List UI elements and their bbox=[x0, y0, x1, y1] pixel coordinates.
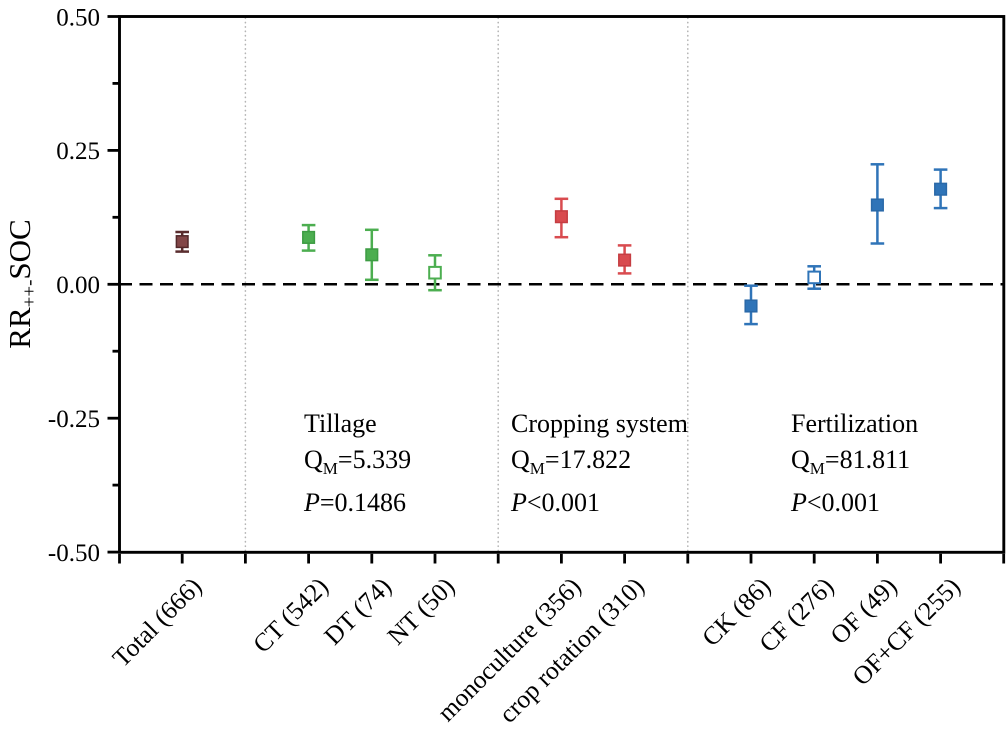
svg-text:0.25: 0.25 bbox=[56, 138, 100, 165]
svg-text:Fertilization: Fertilization bbox=[791, 409, 918, 438]
svg-text:-0.25: -0.25 bbox=[48, 406, 100, 433]
svg-text:P<0.001: P<0.001 bbox=[510, 488, 600, 517]
svg-text:0.00: 0.00 bbox=[56, 272, 100, 299]
svg-text:P=0.1486: P=0.1486 bbox=[303, 488, 406, 517]
svg-text:QM=5.339: QM=5.339 bbox=[304, 445, 411, 478]
svg-text:QM=17.822: QM=17.822 bbox=[511, 445, 631, 478]
svg-text:Total (666): Total (666) bbox=[107, 572, 208, 673]
svg-text:RR++-SOC: RR++-SOC bbox=[2, 219, 41, 348]
svg-text:QM=81.811: QM=81.811 bbox=[791, 445, 910, 478]
svg-text:P<0.001: P<0.001 bbox=[790, 488, 880, 517]
svg-text:Cropping system: Cropping system bbox=[511, 409, 688, 438]
svg-text:DT (74): DT (74) bbox=[318, 572, 397, 651]
svg-text:0.50: 0.50 bbox=[56, 4, 100, 31]
svg-text:NT (50): NT (50) bbox=[381, 572, 460, 651]
svg-text:-0.50: -0.50 bbox=[48, 540, 100, 567]
svg-text:CT (542): CT (542) bbox=[247, 572, 334, 659]
svg-text:Tillage: Tillage bbox=[304, 409, 377, 438]
